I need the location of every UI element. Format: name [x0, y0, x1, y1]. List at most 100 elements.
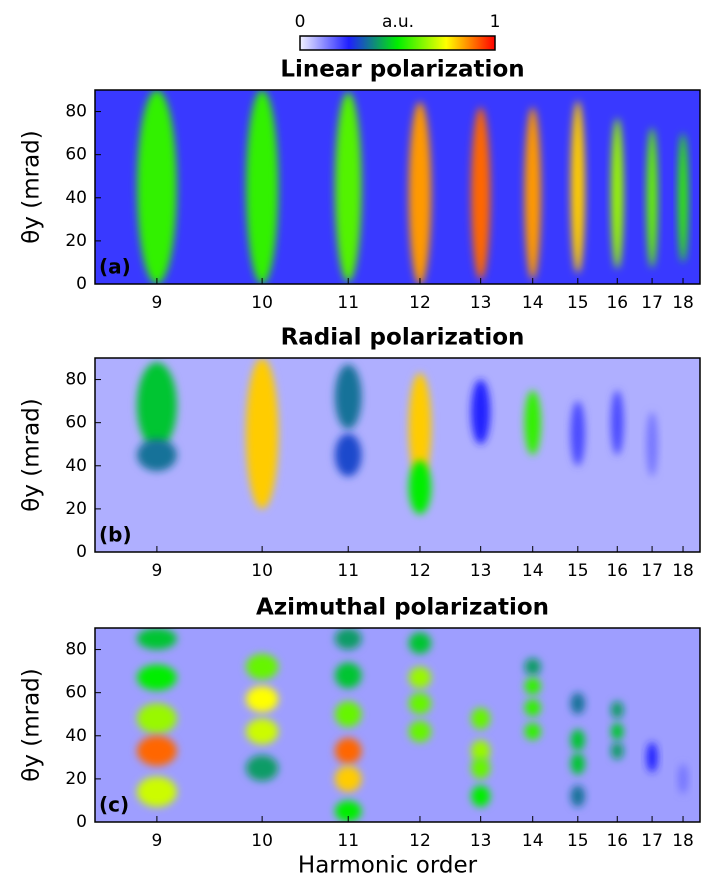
spot — [334, 92, 362, 282]
x-tick-label: 15 — [567, 293, 589, 313]
x-tick-label: 10 — [251, 831, 273, 851]
colorbar-tick-label: 1 — [490, 12, 501, 32]
spot — [136, 664, 177, 691]
spot — [570, 729, 585, 751]
x-tick-label: 10 — [251, 561, 273, 581]
heatmap — [95, 358, 700, 552]
spot — [471, 740, 491, 762]
spot — [524, 699, 541, 717]
spot — [136, 438, 177, 472]
spot — [570, 100, 585, 274]
spot — [471, 107, 491, 280]
spot — [245, 358, 279, 509]
panel-label: (c) — [99, 793, 129, 817]
y-tick-label: 80 — [65, 102, 87, 122]
x-tick-label: 13 — [470, 831, 492, 851]
spot — [334, 433, 362, 477]
x-tick-label: 12 — [409, 831, 431, 851]
spot — [334, 364, 362, 430]
spot — [334, 800, 362, 822]
y-tick-label: 0 — [76, 542, 87, 562]
colorbar-label: a.u. — [382, 12, 414, 32]
heatmap — [95, 90, 700, 284]
x-tick-label: 15 — [567, 561, 589, 581]
plot-frame — [94, 627, 701, 823]
panel-title: Radial polarization — [281, 325, 525, 351]
spot — [334, 662, 362, 689]
x-tick-label: 9 — [151, 831, 162, 851]
x-tick-label: 18 — [672, 831, 694, 851]
y-tick-label: 20 — [65, 231, 87, 251]
spot — [334, 701, 362, 728]
x-axis-label: Harmonic order — [298, 853, 478, 879]
y-axis-label: θy (mrad) — [19, 130, 45, 244]
colorbar — [299, 35, 496, 51]
spot — [678, 763, 689, 794]
spot — [408, 101, 432, 284]
x-tick-label: 17 — [641, 561, 663, 581]
spot — [408, 666, 432, 689]
spot — [570, 692, 585, 715]
y-axis-label: θy (mrad) — [19, 398, 45, 512]
heatmap-background — [95, 358, 700, 552]
y-tick-label: 80 — [65, 370, 87, 390]
spot — [245, 653, 279, 680]
spot — [408, 720, 432, 743]
spot — [136, 362, 177, 449]
y-tick-label: 60 — [65, 683, 87, 703]
spot — [570, 785, 585, 807]
heatmap-background — [95, 90, 700, 284]
spot — [471, 785, 491, 807]
heatmap-background — [95, 628, 700, 822]
spot — [524, 658, 541, 676]
y-tick-label: 0 — [76, 274, 87, 294]
panel-title: Azimuthal polarization — [256, 595, 549, 621]
spot — [408, 632, 432, 654]
x-tick-label: 14 — [522, 831, 544, 851]
spot — [245, 90, 279, 284]
spot — [610, 701, 624, 719]
spot — [245, 686, 279, 713]
x-tick-label: 18 — [672, 293, 694, 313]
spot — [471, 757, 491, 779]
spot — [610, 390, 624, 455]
y-tick-label: 0 — [76, 812, 87, 832]
y-tick-label: 40 — [65, 456, 87, 476]
x-tick-label: 12 — [409, 293, 431, 313]
x-tick-label: 15 — [567, 831, 589, 851]
x-tick-label: 14 — [522, 293, 544, 313]
spot — [334, 765, 362, 792]
spot — [646, 127, 658, 268]
spot — [471, 707, 491, 730]
spot — [136, 776, 177, 807]
spot — [408, 460, 432, 515]
y-tick-label: 20 — [65, 499, 87, 519]
x-tick-label: 16 — [606, 561, 628, 581]
spot — [334, 628, 362, 650]
x-tick-label: 9 — [151, 293, 162, 313]
spot — [245, 755, 279, 782]
spot — [524, 107, 541, 280]
spot — [570, 401, 585, 466]
x-tick-label: 13 — [470, 293, 492, 313]
y-tick-label: 20 — [65, 769, 87, 789]
x-tick-label: 11 — [337, 561, 359, 581]
spot — [408, 373, 432, 481]
y-axis-label: θy (mrad) — [19, 668, 45, 782]
y-tick-label: 80 — [65, 640, 87, 660]
x-tick-label: 16 — [606, 831, 628, 851]
spot — [245, 718, 279, 745]
spot — [678, 133, 689, 263]
spot — [524, 390, 541, 455]
y-tick-label: 40 — [65, 188, 87, 208]
spot — [136, 628, 177, 650]
y-tick-label: 40 — [65, 726, 87, 746]
x-tick-label: 12 — [409, 561, 431, 581]
spot — [334, 737, 362, 764]
x-tick-label: 17 — [641, 293, 663, 313]
x-tick-label: 13 — [470, 561, 492, 581]
spot — [136, 90, 177, 284]
y-tick-label: 60 — [65, 145, 87, 165]
